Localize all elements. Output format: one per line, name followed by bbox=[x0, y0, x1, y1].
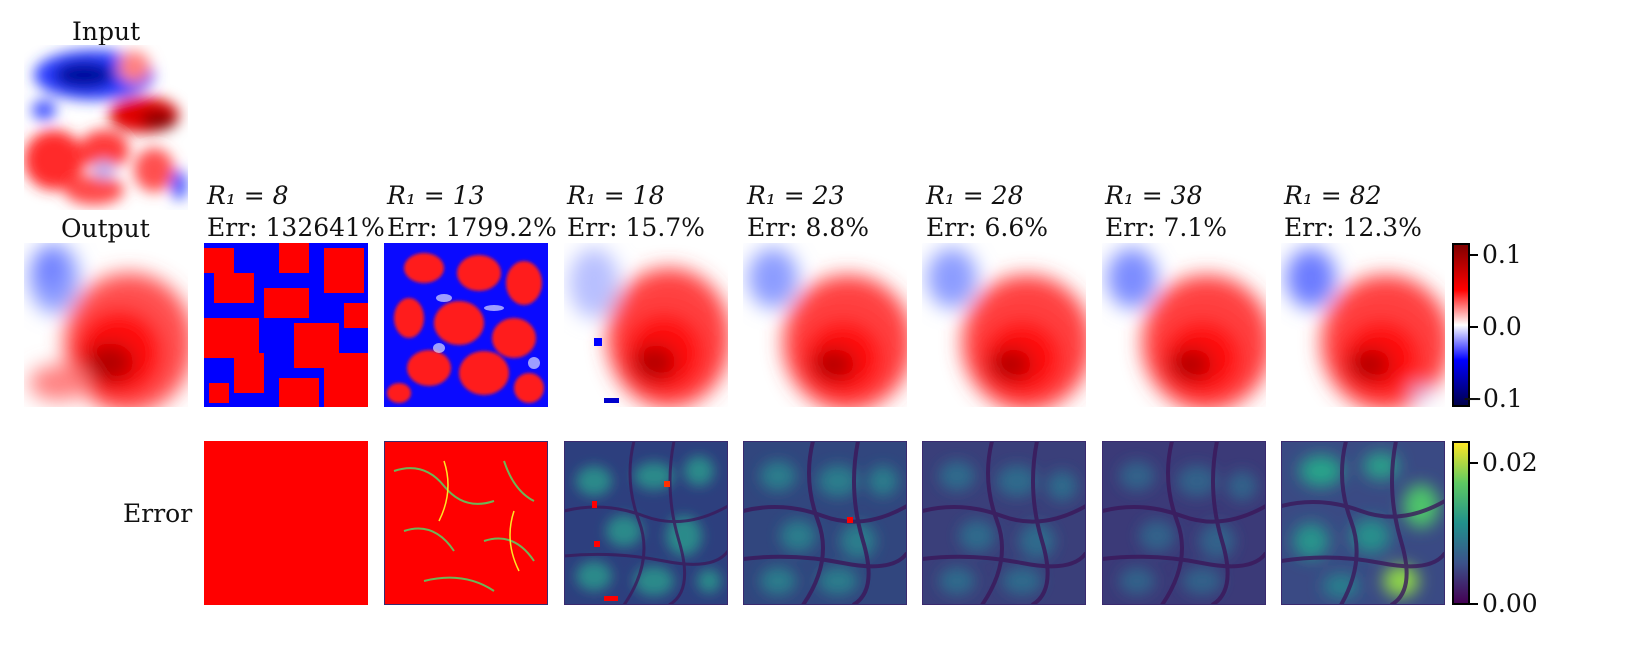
err-label: Err: 1799.2% bbox=[387, 213, 557, 242]
error-map-r1-23 bbox=[743, 441, 907, 605]
output-map-r1-23 bbox=[743, 243, 907, 407]
error-colorbar-tick-label: 0.00 bbox=[1482, 589, 1538, 618]
output-label: Output bbox=[61, 214, 150, 243]
error-colorbar-tick-label: 0.02 bbox=[1482, 448, 1538, 477]
error-map-r1-18 bbox=[564, 441, 728, 605]
output-map-r1-82 bbox=[1281, 243, 1445, 407]
err-label: Err: 132641% bbox=[207, 213, 385, 242]
err-label: Err: 15.7% bbox=[567, 213, 705, 242]
error-colorbar-tick bbox=[1470, 462, 1478, 464]
r1-label: R₁ = 8 bbox=[207, 181, 289, 210]
output-colorbar-tick-label: 0.1 bbox=[1482, 240, 1522, 269]
r1-label: R₁ = 82 bbox=[1284, 181, 1382, 210]
error-map-r1-38 bbox=[1102, 441, 1266, 605]
column-title-r1-82: R₁ = 82 Err: 12.3% bbox=[1284, 180, 1422, 244]
err-label: Err: 7.1% bbox=[1105, 213, 1228, 242]
output-colorbar-tick bbox=[1470, 254, 1478, 256]
error-map-r1-82 bbox=[1281, 441, 1445, 605]
column-title-r1-23: R₁ = 23 Err: 8.8% bbox=[747, 180, 869, 244]
output-colorbar-tick-label: 0.0 bbox=[1482, 312, 1522, 341]
output-map-r1-38 bbox=[1102, 243, 1266, 407]
output-colorbar bbox=[1452, 243, 1470, 407]
column-title-r1-28: R₁ = 28 Err: 6.6% bbox=[926, 180, 1048, 244]
output-reference-map bbox=[24, 243, 188, 407]
output-colorbar-tick bbox=[1470, 398, 1478, 400]
error-map-r1-13 bbox=[384, 441, 548, 605]
err-label: Err: 8.8% bbox=[747, 213, 870, 242]
r1-label: R₁ = 28 bbox=[926, 181, 1024, 210]
err-label: Err: 12.3% bbox=[1284, 213, 1422, 242]
err-label: Err: 6.6% bbox=[926, 213, 1049, 242]
input-field-map bbox=[24, 45, 188, 210]
output-map-r1-28 bbox=[922, 243, 1086, 407]
r1-label: R₁ = 38 bbox=[1105, 181, 1203, 210]
output-map-r1-8 bbox=[204, 243, 368, 407]
r1-label: R₁ = 23 bbox=[747, 181, 845, 210]
column-title-r1-18: R₁ = 18 Err: 15.7% bbox=[567, 180, 705, 244]
error-map-r1-8 bbox=[204, 441, 368, 605]
r1-label: R₁ = 13 bbox=[387, 181, 485, 210]
output-map-r1-13 bbox=[384, 243, 548, 407]
output-colorbar-tick bbox=[1470, 326, 1478, 328]
output-map-r1-18 bbox=[564, 243, 728, 407]
error-colorbar-tick bbox=[1470, 603, 1478, 605]
column-title-r1-38: R₁ = 38 Err: 7.1% bbox=[1105, 180, 1227, 244]
column-title-r1-8: R₁ = 8 Err: 132641% bbox=[207, 180, 385, 244]
error-map-r1-28 bbox=[922, 441, 1086, 605]
error-label: Error bbox=[123, 499, 193, 528]
output-colorbar-tick-label: −0.1 bbox=[1462, 384, 1523, 413]
r1-label: R₁ = 18 bbox=[567, 181, 665, 210]
error-colorbar bbox=[1452, 441, 1470, 605]
column-title-r1-13: R₁ = 13 Err: 1799.2% bbox=[387, 180, 557, 244]
input-label: Input bbox=[72, 17, 141, 46]
